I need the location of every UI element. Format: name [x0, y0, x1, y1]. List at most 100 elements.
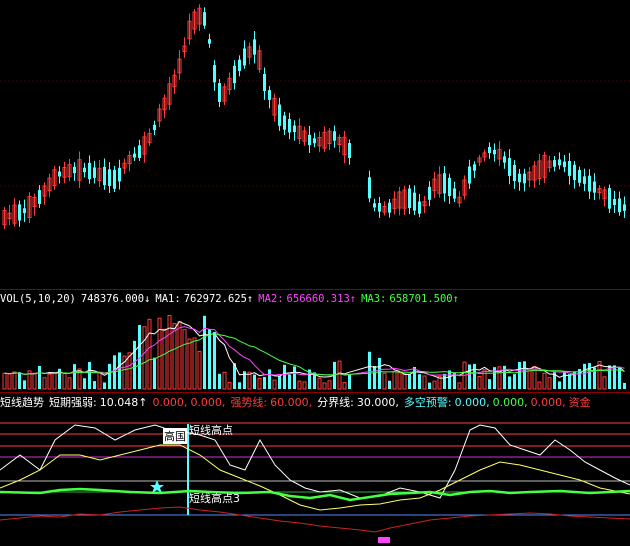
volume-bar-down: [618, 366, 621, 389]
candle-down: [578, 170, 581, 183]
volume-bar-down: [568, 374, 571, 389]
volume-bar-down: [518, 362, 521, 389]
volume-bar-up: [192, 337, 197, 390]
volume-bar-down: [513, 374, 516, 389]
candle-down: [418, 201, 421, 214]
candle-down: [313, 138, 316, 144]
candle-up: [32, 196, 37, 208]
candle-down: [208, 39, 211, 44]
candle-up: [172, 74, 177, 88]
candle-up: [192, 11, 197, 30]
volume-bar-down: [213, 332, 216, 389]
volume-bar-up: [477, 376, 482, 390]
candle-down: [378, 202, 381, 212]
candle-down: [453, 188, 456, 199]
volume-bar-up: [2, 372, 7, 390]
candle-down: [138, 145, 141, 158]
candle-down: [203, 12, 206, 26]
candle-up: [422, 201, 427, 207]
candle-up: [42, 185, 47, 197]
candle-up: [457, 196, 462, 204]
volume-bar-down: [263, 376, 266, 389]
candle-up: [432, 178, 437, 192]
vol-value: 748376.000↓: [80, 293, 151, 305]
candle-down: [558, 159, 561, 166]
short-strength-value: 10.048↑: [99, 396, 148, 409]
magenta-marker: [378, 537, 390, 543]
candle-down: [263, 73, 266, 92]
candle-up: [597, 188, 602, 194]
candle-up: [272, 97, 277, 116]
candle-up: [167, 83, 172, 105]
short-high-label: 短线高点: [189, 424, 233, 437]
volume-bar-down: [238, 382, 241, 389]
candlestick-series: [2, 4, 626, 230]
candle-up: [47, 177, 52, 192]
candle-up: [162, 97, 167, 111]
candle-up: [77, 159, 82, 181]
candle-down: [583, 176, 586, 184]
candle-down: [153, 124, 156, 131]
volume-bar-up: [482, 369, 487, 390]
candle-down: [368, 177, 371, 199]
volume-bar-up: [327, 380, 332, 390]
volume-series: [2, 314, 626, 390]
volume-bar-down: [443, 373, 446, 389]
volume-bar-down: [578, 368, 581, 389]
volume-bar-up: [397, 372, 402, 390]
volume-bar-down: [268, 369, 271, 389]
candle-down: [308, 134, 311, 146]
candle-up: [397, 191, 402, 209]
high-marker-label: 高国: [163, 428, 187, 444]
candle-down: [73, 166, 76, 174]
candle-down: [593, 181, 596, 193]
volume-bar-up: [382, 372, 387, 390]
candle-up: [477, 157, 482, 163]
candle-up: [222, 86, 227, 102]
candle-down: [108, 169, 111, 187]
fund-label: 资金: [568, 396, 591, 409]
ma1-label: MA1:: [155, 293, 181, 305]
candle-down: [513, 164, 516, 182]
ma3-label: MA3:: [361, 293, 387, 305]
volume-bar-down: [93, 381, 96, 389]
volume-bar-down: [348, 374, 351, 389]
volume-bar-up: [537, 381, 542, 390]
volume-bar-up: [62, 372, 67, 390]
candle-up: [532, 165, 537, 181]
volume-bar-down: [368, 351, 371, 389]
candle-up: [302, 130, 307, 142]
candle-down: [18, 204, 21, 221]
warn-label: 多空预警:: [403, 396, 452, 409]
candle-down: [268, 90, 271, 100]
candle-up: [542, 154, 547, 178]
candle-down: [608, 188, 611, 209]
candle-down: [443, 173, 446, 194]
volume-bar-up: [42, 377, 47, 390]
red-baseline-line: [0, 506, 630, 533]
candle-up: [187, 20, 192, 40]
candle-up: [547, 160, 552, 169]
volume-bar-down: [388, 380, 391, 389]
candle-down: [413, 192, 416, 211]
volume-bar-down: [83, 378, 86, 389]
volume-bar-up: [317, 377, 322, 390]
candle-up: [67, 164, 72, 178]
candle-up: [157, 108, 162, 122]
volume-bar-up: [257, 377, 262, 390]
volume-bar-up: [297, 380, 302, 390]
candle-up: [177, 58, 182, 74]
candle-down: [348, 142, 351, 159]
volume-bar-down: [253, 374, 256, 389]
candle-up: [527, 171, 532, 181]
candle-up: [182, 45, 187, 52]
ma3-value: 658701.500↑: [389, 293, 459, 305]
candle-up: [247, 46, 252, 58]
volume-bar-down: [133, 340, 136, 389]
volume-bar-down: [588, 363, 591, 389]
candle-down: [503, 156, 506, 163]
candle-up: [27, 195, 32, 219]
volume-bar-up: [147, 318, 152, 390]
